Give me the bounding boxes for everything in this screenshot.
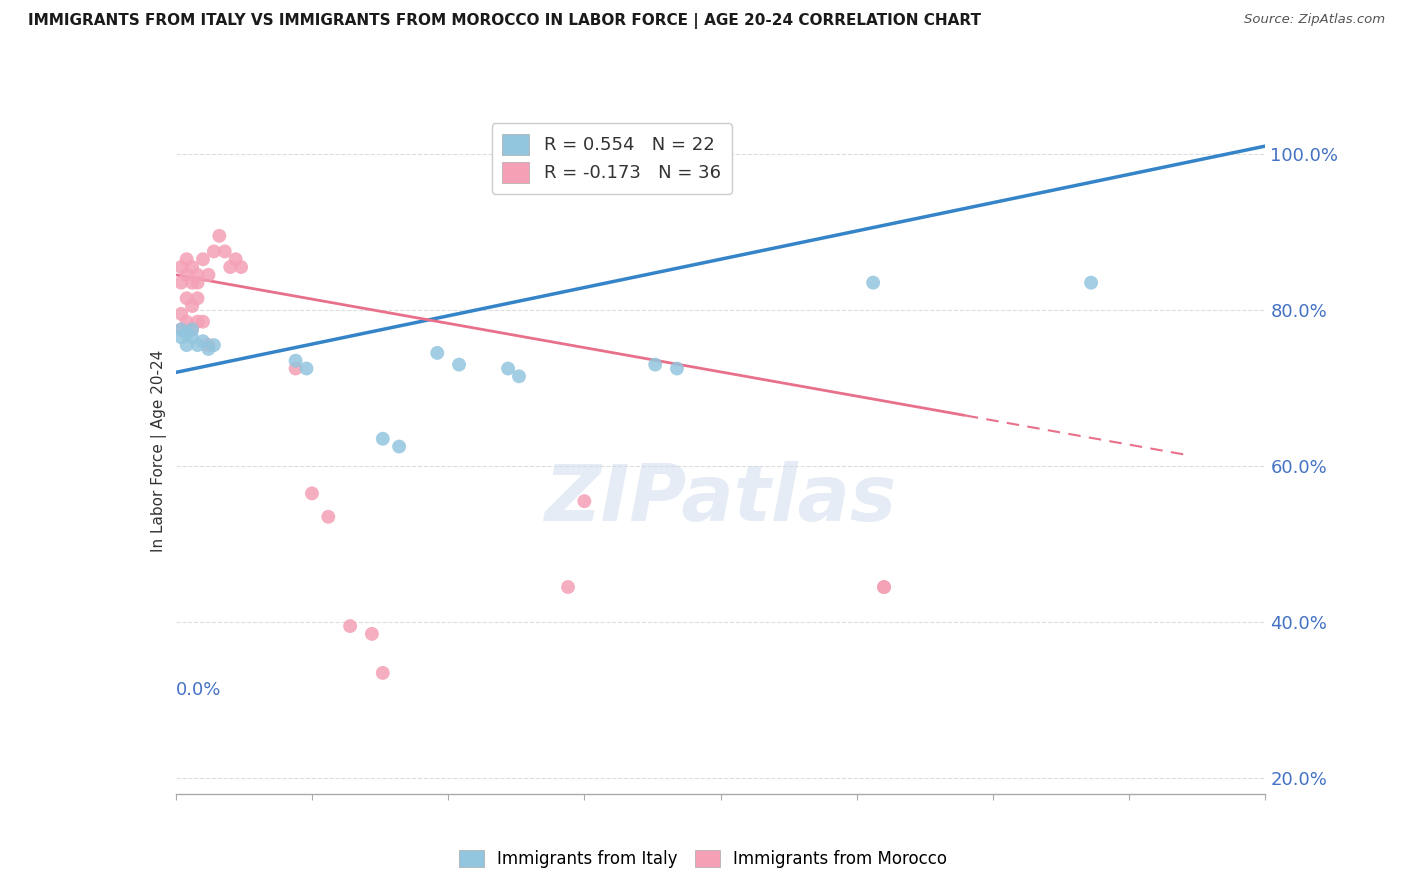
Point <box>371 432 394 446</box>
Point <box>181 330 204 344</box>
Point <box>202 338 225 352</box>
Text: ZIPatlas: ZIPatlas <box>544 460 897 537</box>
Point <box>186 291 209 305</box>
Point <box>181 322 204 336</box>
Point <box>508 369 530 384</box>
Point <box>170 307 193 321</box>
Text: IMMIGRANTS FROM ITALY VS IMMIGRANTS FROM MOROCCO IN LABOR FORCE | AGE 20-24 CORR: IMMIGRANTS FROM ITALY VS IMMIGRANTS FROM… <box>28 13 981 29</box>
Point <box>186 315 209 329</box>
Point <box>214 244 236 259</box>
Point <box>447 358 470 372</box>
Point <box>181 260 204 274</box>
Point <box>170 322 193 336</box>
Point <box>1080 276 1102 290</box>
Legend: R = 0.554   N = 22, R = -0.173   N = 36: R = 0.554 N = 22, R = -0.173 N = 36 <box>492 123 731 194</box>
Point <box>181 299 204 313</box>
Point <box>176 338 198 352</box>
Point <box>176 268 198 282</box>
Point <box>371 665 394 680</box>
Point <box>170 322 193 336</box>
Point <box>176 315 198 329</box>
Point <box>557 580 579 594</box>
Point <box>644 358 666 372</box>
Point <box>191 334 214 348</box>
Point <box>197 338 219 352</box>
Point <box>186 268 209 282</box>
Point <box>176 326 198 341</box>
Point <box>426 346 449 360</box>
Point <box>225 252 247 267</box>
Point <box>191 252 214 267</box>
Point <box>170 330 193 344</box>
Point <box>862 276 884 290</box>
Point <box>360 627 382 641</box>
Point <box>318 509 340 524</box>
Point <box>170 276 193 290</box>
Point <box>295 361 318 376</box>
Point <box>574 494 596 508</box>
Point <box>666 361 689 376</box>
Point <box>202 244 225 259</box>
Point <box>388 440 411 454</box>
Point <box>873 580 896 594</box>
Point <box>197 268 219 282</box>
Point <box>496 361 519 376</box>
Legend: Immigrants from Italy, Immigrants from Morocco: Immigrants from Italy, Immigrants from M… <box>453 843 953 875</box>
Point <box>301 486 323 500</box>
Point <box>231 260 253 274</box>
Point <box>186 338 209 352</box>
Point <box>284 361 307 376</box>
Point <box>191 315 214 329</box>
Point <box>219 260 242 274</box>
Point <box>197 342 219 356</box>
Text: Source: ZipAtlas.com: Source: ZipAtlas.com <box>1244 13 1385 27</box>
Text: 0.0%: 0.0% <box>176 681 221 698</box>
Point <box>176 291 198 305</box>
Point <box>873 580 896 594</box>
Point <box>186 276 209 290</box>
Y-axis label: In Labor Force | Age 20-24: In Labor Force | Age 20-24 <box>152 350 167 551</box>
Point <box>181 322 204 336</box>
Point <box>176 252 198 267</box>
Point <box>284 353 307 368</box>
Point <box>208 228 231 243</box>
Point <box>181 276 204 290</box>
Point <box>170 260 193 274</box>
Point <box>339 619 361 633</box>
